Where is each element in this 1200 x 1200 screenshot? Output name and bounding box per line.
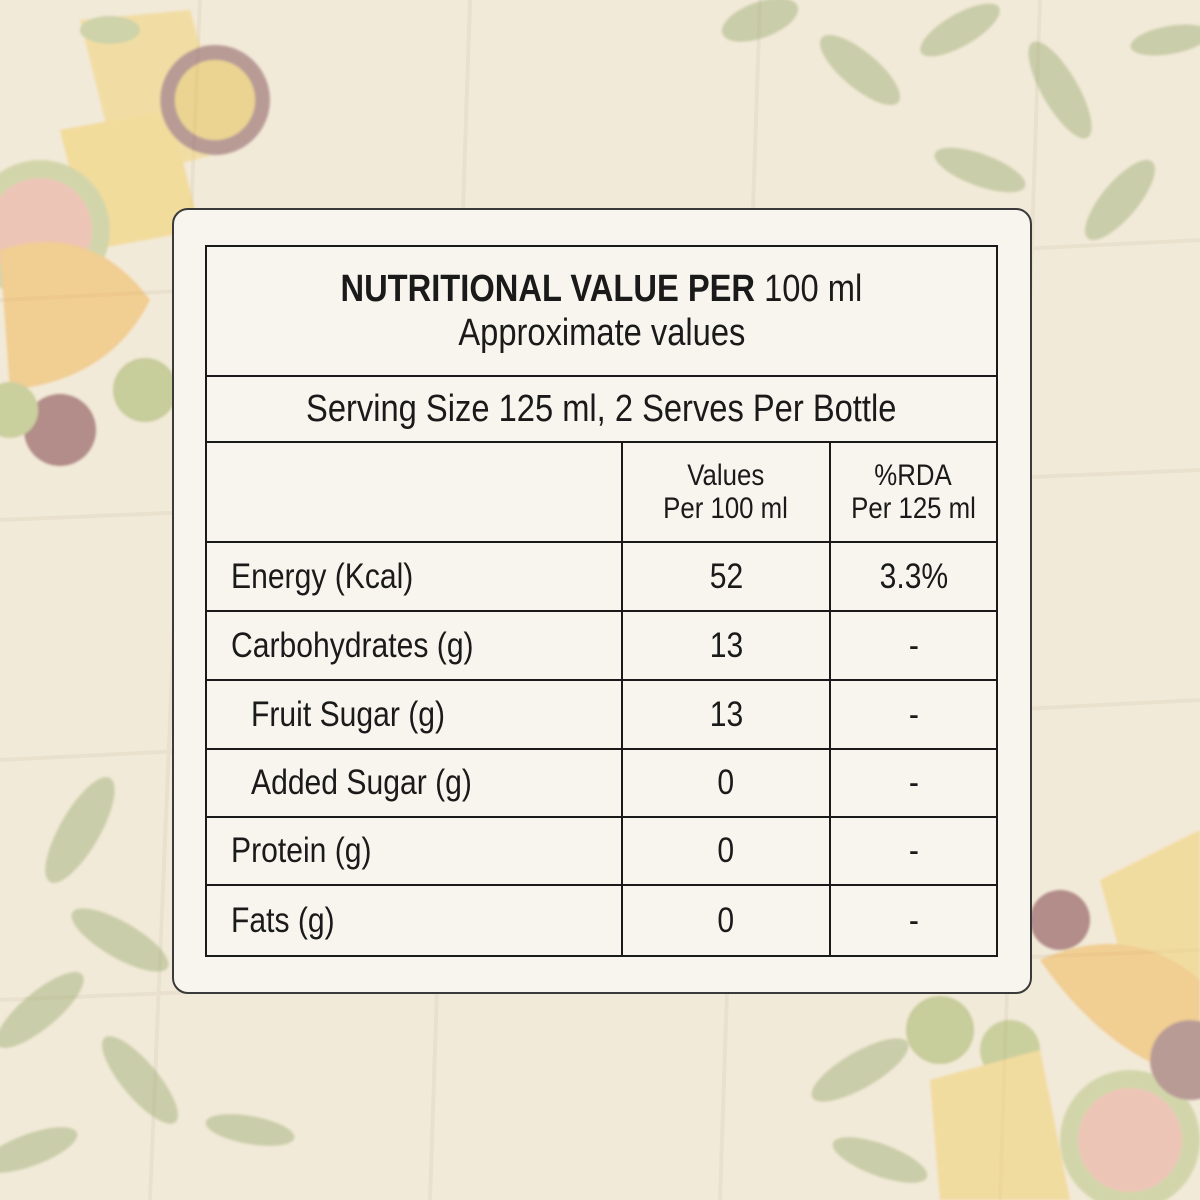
nutrient-value: 0 (717, 831, 735, 870)
table-row: Energy (Kcal) 52 3.3% (207, 543, 996, 612)
title-unit-text: 100 ml (764, 268, 863, 310)
nutrient-name: Energy (Kcal) (231, 556, 414, 596)
table-title-block: NUTRITIONAL VALUE PER 100 ml Approximate… (207, 247, 996, 377)
title-bold-text: NUTRITIONAL VALUE PER (340, 268, 756, 310)
nutrition-facts-table: NUTRITIONAL VALUE PER 100 ml Approximate… (205, 245, 998, 957)
nutrient-value: 0 (717, 763, 735, 802)
top-left-fruits (0, 10, 270, 466)
nutrient-value: 0 (717, 900, 735, 940)
nutrient-name: Protein (g) (231, 831, 372, 870)
header-values-line2: Per 100 ml (663, 492, 789, 525)
bottom-left-leaves (0, 777, 295, 1173)
table-row: Fats (g) 0 - (207, 886, 996, 955)
nutrient-name: Fats (g) (231, 900, 335, 940)
nutrient-rda: - (908, 831, 919, 870)
table-row: Fruit Sugar (g) 13 - (207, 681, 996, 750)
header-rda-line2: Per 125 ml (851, 492, 976, 525)
table-row: Protein (g) 0 - (207, 818, 996, 886)
table-subtitle: Approximate values (457, 312, 745, 354)
nutrient-name: Fruit Sugar (g) (251, 694, 446, 734)
serving-size-text: Serving Size 125 ml, 2 Serves Per Bottle (306, 387, 897, 430)
header-values-cell: Values Per 100 ml (621, 443, 829, 541)
table-row: Added Sugar (g) 0 - (207, 750, 996, 818)
top-right-leaves (721, 0, 1200, 241)
nutrient-rda: - (908, 694, 919, 734)
bottom-right-fruits (811, 830, 1200, 1200)
nutrition-card (172, 208, 1032, 994)
header-rda-cell: %RDA Per 125 ml (829, 443, 996, 541)
header-rda-line1: %RDA (874, 459, 953, 492)
serving-size-row: Serving Size 125 ml, 2 Serves Per Bottle (207, 377, 996, 443)
nutrient-rda: 3.3% (879, 556, 948, 596)
nutrient-rda: - (908, 763, 919, 802)
nutrient-rda: - (908, 900, 919, 940)
table-row: Carbohydrates (g) 13 - (207, 612, 996, 681)
nutrient-rda: - (908, 625, 919, 665)
header-values-line1: Values (687, 459, 765, 492)
nutrient-value: 13 (709, 694, 743, 734)
nutrient-name: Added Sugar (g) (251, 763, 472, 802)
nutrient-value: 13 (709, 625, 743, 665)
column-header-row: Values Per 100 ml %RDA Per 125 ml (207, 443, 996, 543)
header-nutrient-cell (207, 443, 621, 541)
nutrient-name: Carbohydrates (g) (231, 625, 474, 665)
table-title: NUTRITIONAL VALUE PER 100 ml (341, 267, 863, 311)
nutrient-value: 52 (709, 556, 743, 596)
